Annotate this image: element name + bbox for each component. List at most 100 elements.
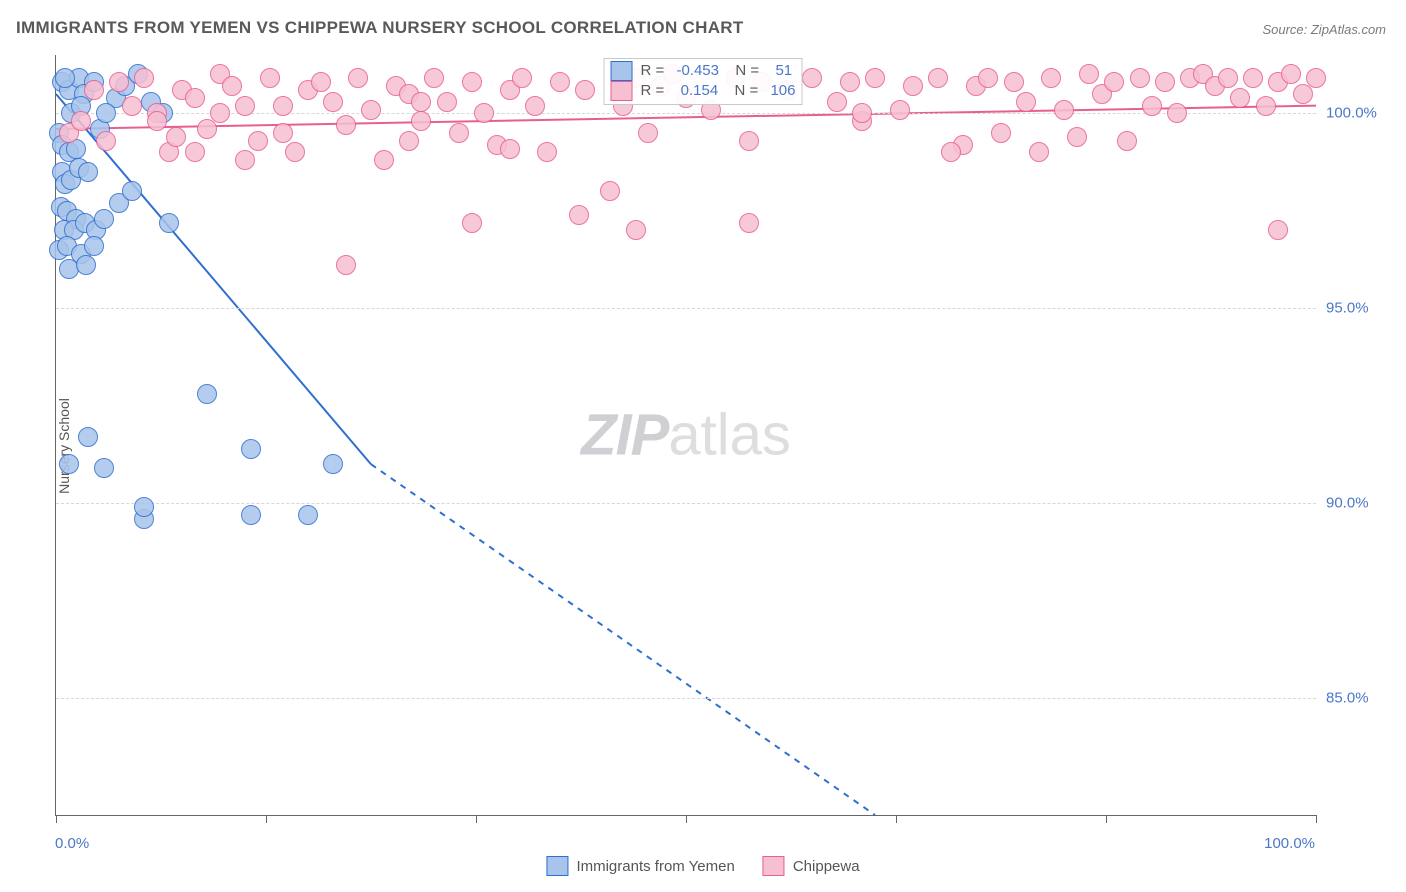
legend-r-label: R = (641, 61, 669, 81)
scatter-point (827, 92, 847, 112)
scatter-point (500, 139, 520, 159)
xtick (476, 815, 477, 823)
scatter-point (96, 103, 116, 123)
swatch-series-1-bottom (546, 856, 568, 876)
scatter-point (437, 92, 457, 112)
legend-n-value-1: 51 (771, 61, 792, 81)
scatter-point (537, 142, 557, 162)
xtick-label: 0.0% (55, 835, 89, 852)
gridline (56, 308, 1316, 309)
scatter-point (147, 111, 167, 131)
bottom-legend-label-2: Chippewa (793, 858, 860, 875)
scatter-point (399, 131, 419, 151)
scatter-point (638, 123, 658, 143)
scatter-point (235, 96, 255, 116)
scatter-point (260, 68, 280, 88)
scatter-point (802, 68, 822, 88)
scatter-point (222, 76, 242, 96)
swatch-series-2-bottom (763, 856, 785, 876)
scatter-point (55, 68, 75, 88)
scatter-point (311, 72, 331, 92)
xtick-label: 100.0% (1264, 835, 1315, 852)
trendline (371, 464, 875, 815)
scatter-point (84, 80, 104, 100)
scatter-point (336, 255, 356, 275)
scatter-point (512, 68, 532, 88)
scatter-point (96, 131, 116, 151)
legend-n-label: N = (726, 81, 762, 101)
scatter-point (978, 68, 998, 88)
scatter-point (1054, 100, 1074, 120)
scatter-point (122, 96, 142, 116)
scatter-point (1167, 103, 1187, 123)
ytick-label: 85.0% (1326, 690, 1369, 707)
scatter-point (462, 72, 482, 92)
scatter-point (840, 72, 860, 92)
scatter-point (1079, 64, 1099, 84)
scatter-point (166, 127, 186, 147)
bottom-legend-item-1: Immigrants from Yemen (546, 856, 734, 876)
scatter-point (525, 96, 545, 116)
scatter-point (76, 255, 96, 275)
swatch-series-1 (611, 61, 633, 81)
bottom-legend-label-1: Immigrants from Yemen (576, 858, 734, 875)
ytick-label: 95.0% (1326, 300, 1369, 317)
scatter-point (374, 150, 394, 170)
ytick-label: 100.0% (1326, 105, 1377, 122)
scatter-point (1142, 96, 1162, 116)
scatter-point (78, 162, 98, 182)
scatter-point (462, 213, 482, 233)
scatter-point (991, 123, 1011, 143)
scatter-point (1268, 220, 1288, 240)
xtick (56, 815, 57, 823)
scatter-point (928, 68, 948, 88)
xtick (1106, 815, 1107, 823)
scatter-point (71, 111, 91, 131)
bottom-legend: Immigrants from Yemen Chippewa (546, 856, 859, 876)
scatter-point (1104, 72, 1124, 92)
scatter-point (865, 68, 885, 88)
watermark-atlas: atlas (668, 403, 791, 468)
xtick (1316, 815, 1317, 823)
scatter-point (1281, 64, 1301, 84)
scatter-point (323, 454, 343, 474)
scatter-point (1230, 88, 1250, 108)
source-label: Source: ZipAtlas.com (1262, 22, 1386, 37)
scatter-point (1243, 68, 1263, 88)
scatter-point (241, 439, 261, 459)
swatch-series-2 (611, 81, 633, 101)
scatter-point (122, 181, 142, 201)
legend-r-label: R = (641, 81, 669, 101)
xtick (266, 815, 267, 823)
scatter-point (134, 68, 154, 88)
chart-title: IMMIGRANTS FROM YEMEN VS CHIPPEWA NURSER… (16, 18, 744, 38)
scatter-point (159, 213, 179, 233)
scatter-point (323, 92, 343, 112)
scatter-point (626, 220, 646, 240)
gridline (56, 503, 1316, 504)
scatter-point (1155, 72, 1175, 92)
scatter-point (78, 427, 98, 447)
watermark: ZIPatlas (581, 402, 791, 469)
scatter-point (185, 142, 205, 162)
scatter-point (248, 131, 268, 151)
gridline (56, 698, 1316, 699)
scatter-point (1029, 142, 1049, 162)
scatter-point (1067, 127, 1087, 147)
scatter-point (84, 236, 104, 256)
scatter-point (411, 92, 431, 112)
scatter-point (941, 142, 961, 162)
scatter-point (1004, 72, 1024, 92)
scatter-point (185, 88, 205, 108)
ytick-label: 90.0% (1326, 495, 1369, 512)
scatter-point (348, 68, 368, 88)
scatter-point (241, 505, 261, 525)
legend-n-label: N = (727, 61, 763, 81)
legend-row-2: R = 0.154 N = 106 (611, 81, 796, 101)
scatter-point (273, 96, 293, 116)
correlation-legend: R = -0.453 N = 51 R = 0.154 N = 106 (604, 58, 803, 105)
scatter-point (59, 454, 79, 474)
scatter-point (575, 80, 595, 100)
scatter-point (890, 100, 910, 120)
scatter-point (336, 115, 356, 135)
